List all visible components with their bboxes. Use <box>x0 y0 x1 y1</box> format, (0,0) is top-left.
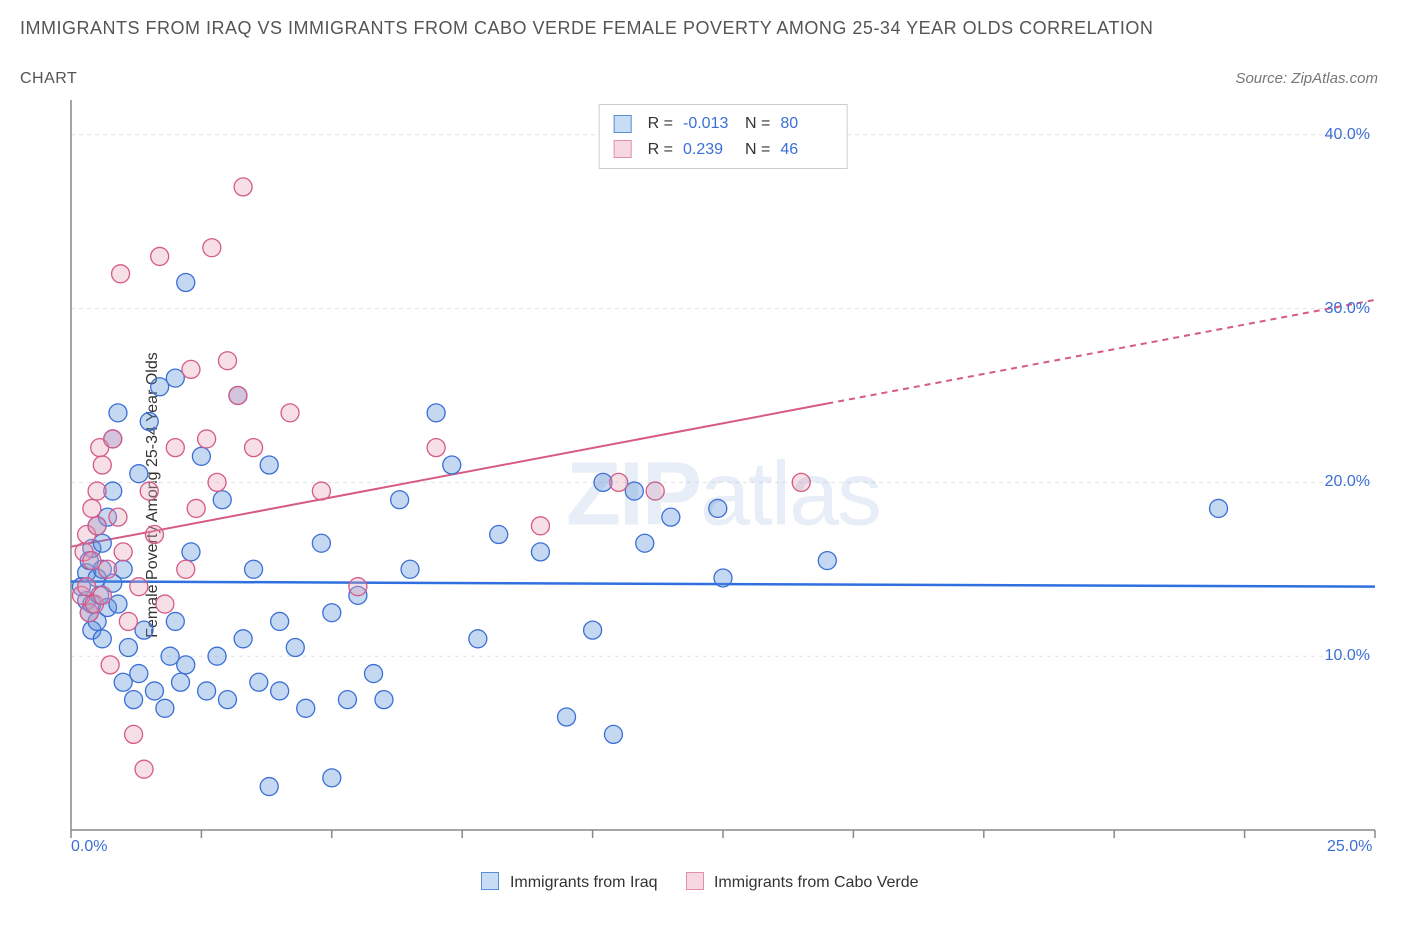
y-tick-label: 30.0% <box>1310 300 1370 318</box>
scatter-svg <box>68 100 1378 860</box>
stat-n-label: N = <box>745 111 770 137</box>
stat-row-0: R = -0.013 N = 80 <box>614 111 833 137</box>
stat-row-1: R = 0.239 N = 46 <box>614 137 833 163</box>
legend-label-0: Immigrants from Iraq <box>510 874 658 891</box>
chart-subtitle: CHART <box>20 70 77 88</box>
legend-swatch-0 <box>481 872 499 890</box>
chart-container: Female Poverty Among 25-34 Year Olds ZIP… <box>20 100 1380 890</box>
plot-area: ZIPatlas R = -0.013 N = 80 R = 0.239 N =… <box>68 100 1378 860</box>
stat-r-1: 0.239 <box>683 137 735 163</box>
stat-r-label: R = <box>648 111 673 137</box>
stat-n-0: 80 <box>780 111 832 137</box>
legend-entry-0: Immigrants from Iraq <box>481 872 657 892</box>
legend-label-1: Immigrants from Cabo Verde <box>714 874 919 891</box>
stat-n-1: 46 <box>780 137 832 163</box>
stat-r-label: R = <box>648 137 673 163</box>
stat-r-0: -0.013 <box>683 111 735 137</box>
chart-title: IMMIGRANTS FROM IRAQ VS IMMIGRANTS FROM … <box>20 18 1153 39</box>
y-tick-label: 10.0% <box>1310 647 1370 665</box>
legend-entry-1: Immigrants from Cabo Verde <box>686 872 919 892</box>
source-label: Source: ZipAtlas.com <box>1235 70 1378 87</box>
x-tick-label: 0.0% <box>71 838 107 856</box>
x-tick-label: 25.0% <box>1327 838 1372 856</box>
stat-swatch-1 <box>614 140 632 158</box>
stat-legend: R = -0.013 N = 80 R = 0.239 N = 46 <box>599 104 848 169</box>
y-tick-label: 40.0% <box>1310 126 1370 144</box>
stat-swatch-0 <box>614 115 632 133</box>
bottom-legend: Immigrants from Iraq Immigrants from Cab… <box>20 872 1380 892</box>
y-tick-label: 20.0% <box>1310 473 1370 491</box>
stat-n-label: N = <box>745 137 770 163</box>
legend-swatch-1 <box>686 872 704 890</box>
